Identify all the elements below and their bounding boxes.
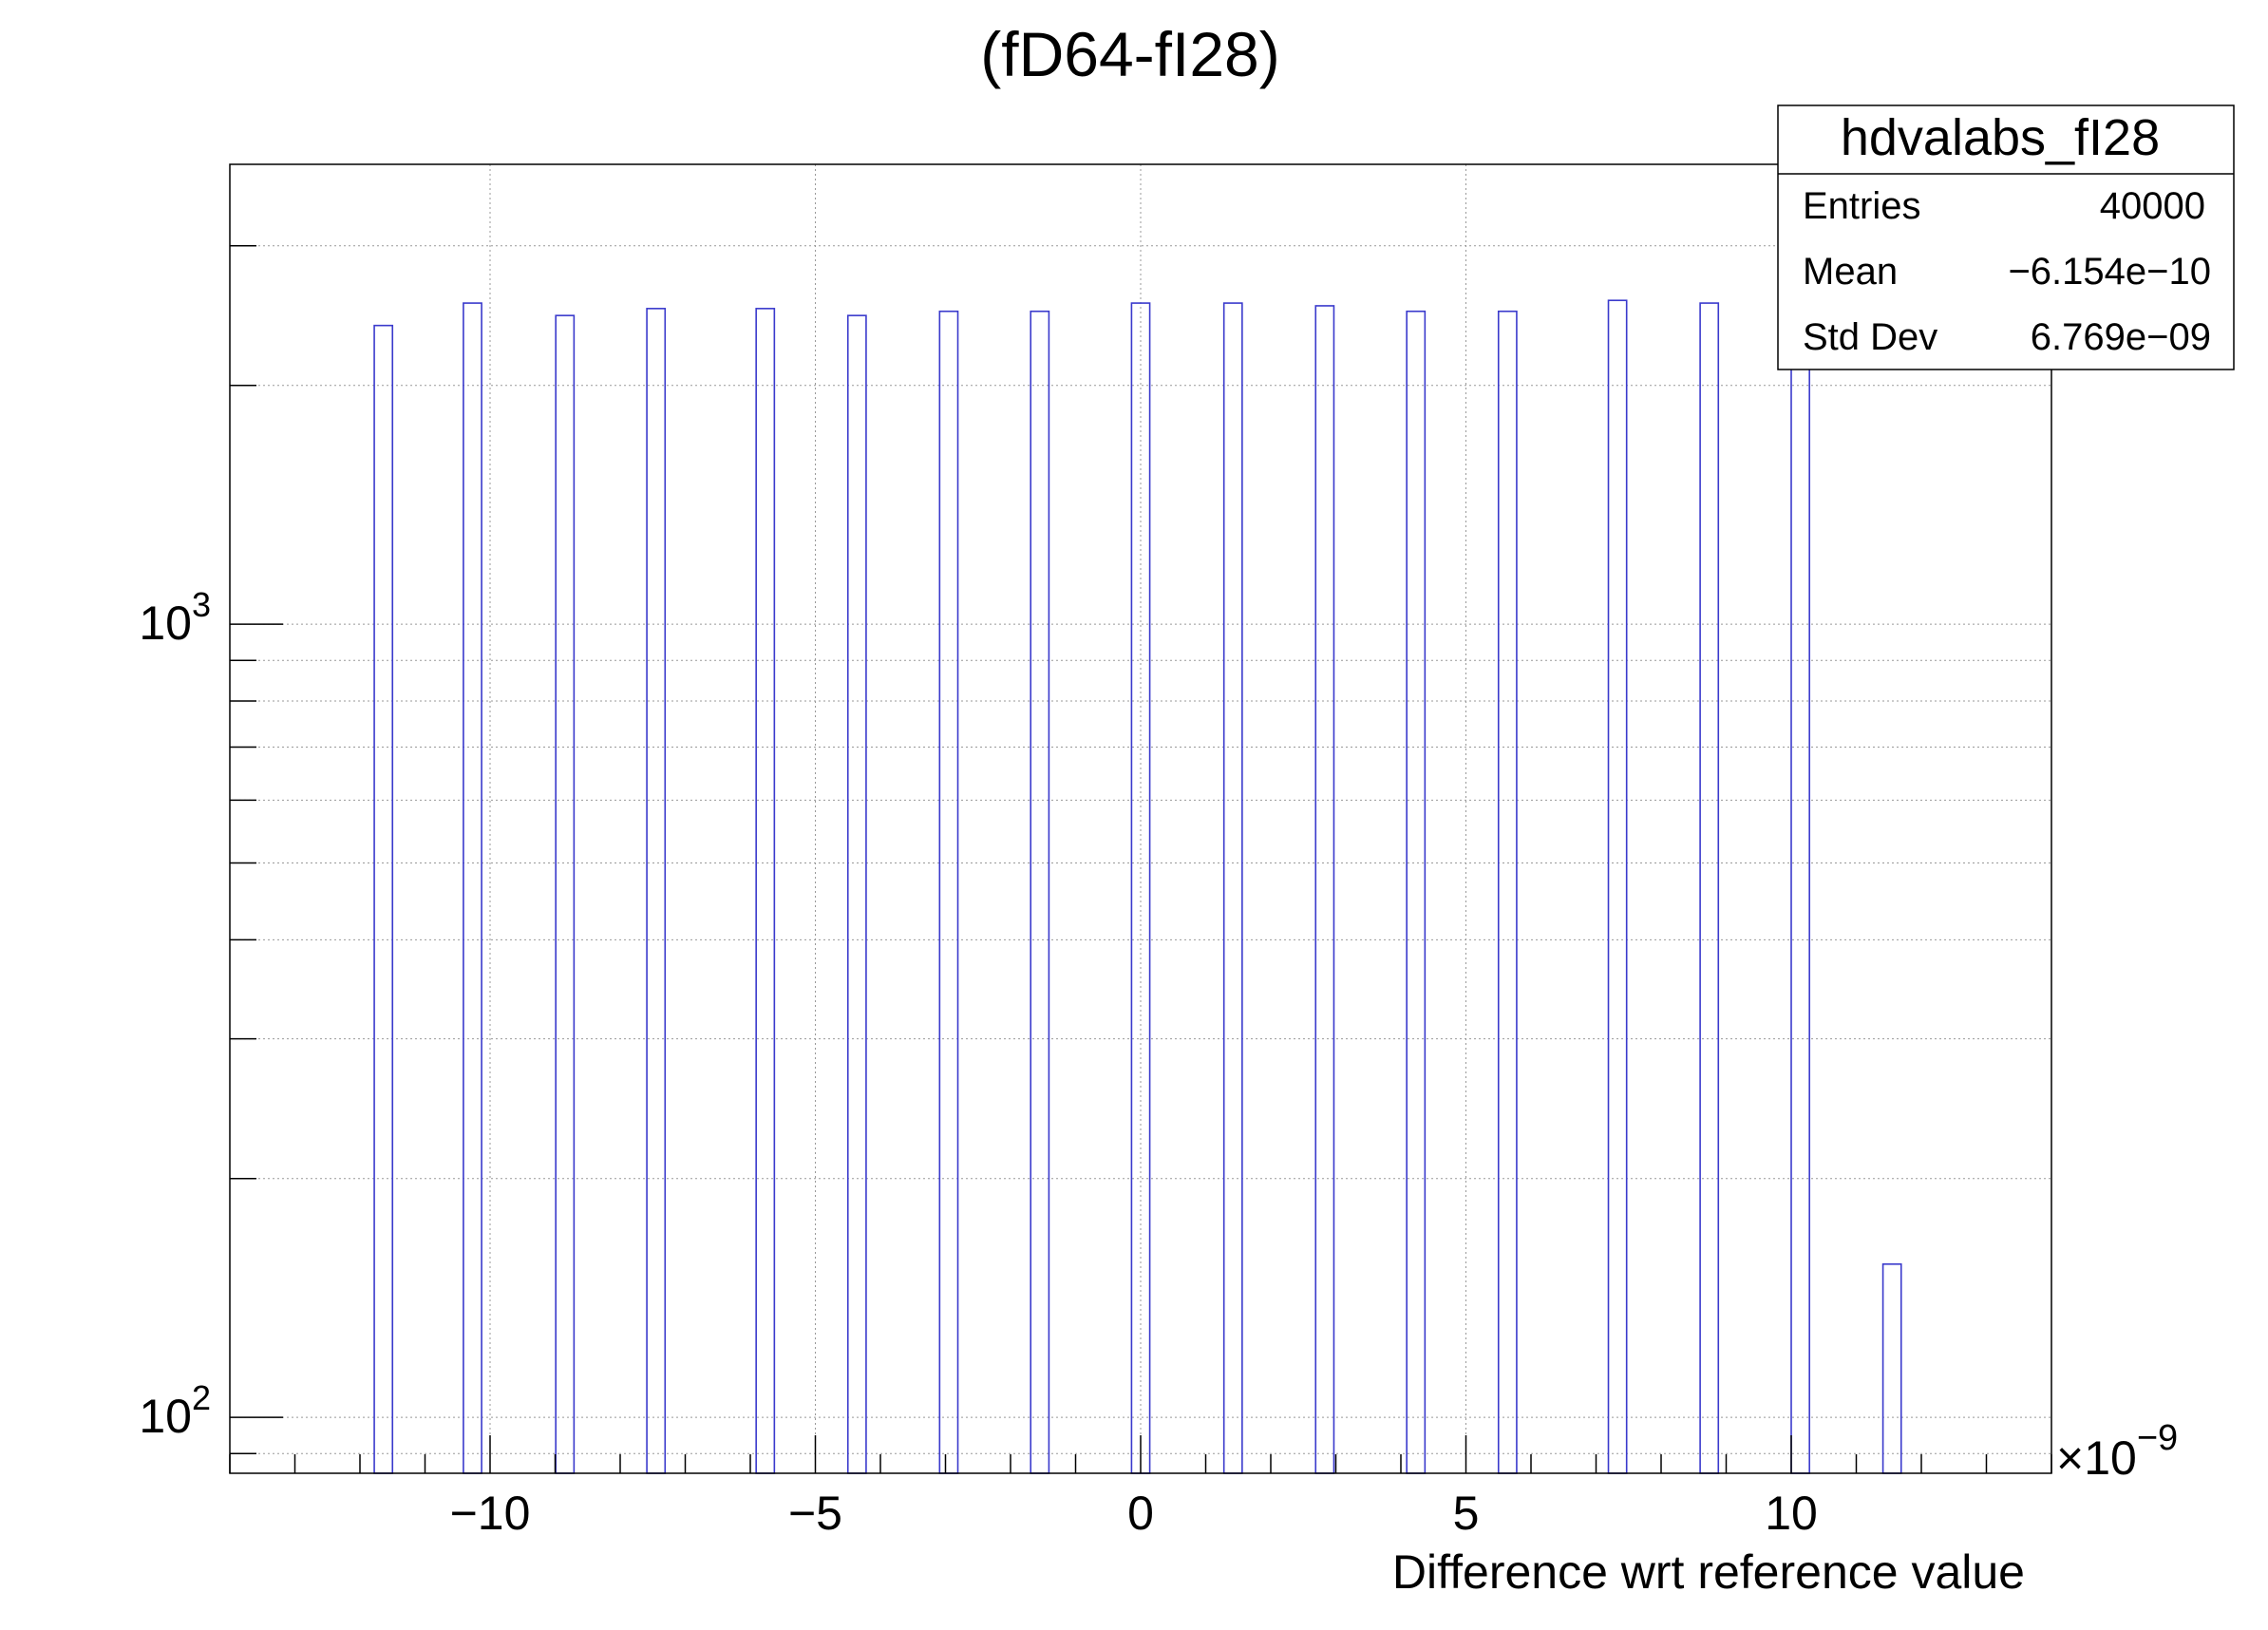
histogram-bar	[1607, 299, 1628, 1474]
x-tick-label: 10	[1765, 1487, 1818, 1540]
x-tick-label: 5	[1453, 1487, 1480, 1540]
x-tick-label: −10	[450, 1487, 531, 1540]
y-tick-label-base: 10	[139, 1390, 192, 1443]
histogram-bar	[1030, 310, 1050, 1474]
y-tick-label-base: 10	[139, 597, 192, 650]
histogram-bar	[1314, 305, 1335, 1474]
stats-stddev-value: 6.769e−09	[2031, 316, 2211, 358]
x-axis-title: Difference wrt reference value	[1392, 1545, 2025, 1599]
stats-stddev-label: Std Dev	[1803, 316, 1937, 358]
histogram-bar	[463, 302, 482, 1474]
y-tick-label: 102	[139, 1378, 211, 1443]
histogram-bar	[1406, 310, 1427, 1474]
x-tick-label: −5	[788, 1487, 842, 1540]
histogram-bar	[1497, 310, 1518, 1474]
histogram-bar	[373, 324, 394, 1474]
histogram-bar	[1881, 1263, 1902, 1474]
stats-entries-value: 40000	[2100, 185, 2205, 227]
histogram-bars	[373, 299, 1902, 1474]
histogram-bar	[1222, 302, 1243, 1474]
x-exponent-base: ×10	[2056, 1431, 2137, 1485]
histogram-bar	[846, 314, 867, 1474]
x-exponent-power: −9	[2137, 1418, 2178, 1458]
stats-box-frame	[1777, 104, 2235, 370]
stats-box-title: hdvalabs_fI28	[1841, 109, 2160, 166]
stats-mean-value: −6.154e−10	[2008, 251, 2211, 293]
stats-box: hdvalabs_fI28 Entries 40000 Mean −6.154e…	[1777, 104, 2235, 370]
stats-entries-label: Entries	[1803, 185, 1921, 227]
stats-mean-label: Mean	[1803, 251, 1898, 293]
y-tick-label: 103	[139, 585, 211, 650]
histogram-bar	[646, 308, 667, 1474]
x-axis-exponent-label: ×10−9	[2056, 1418, 2178, 1485]
histogram-bar	[555, 314, 576, 1474]
y-tick-label-exponent: 2	[192, 1378, 211, 1417]
histogram-bar	[755, 308, 776, 1474]
x-tick-label: 0	[1127, 1487, 1154, 1540]
histogram-bar	[1790, 302, 1810, 1474]
y-tick-label-exponent: 3	[192, 585, 211, 624]
histogram-bar	[938, 310, 959, 1474]
chart-title: (fD64-fI28)	[980, 19, 1279, 89]
histogram-bar	[1699, 302, 1720, 1474]
